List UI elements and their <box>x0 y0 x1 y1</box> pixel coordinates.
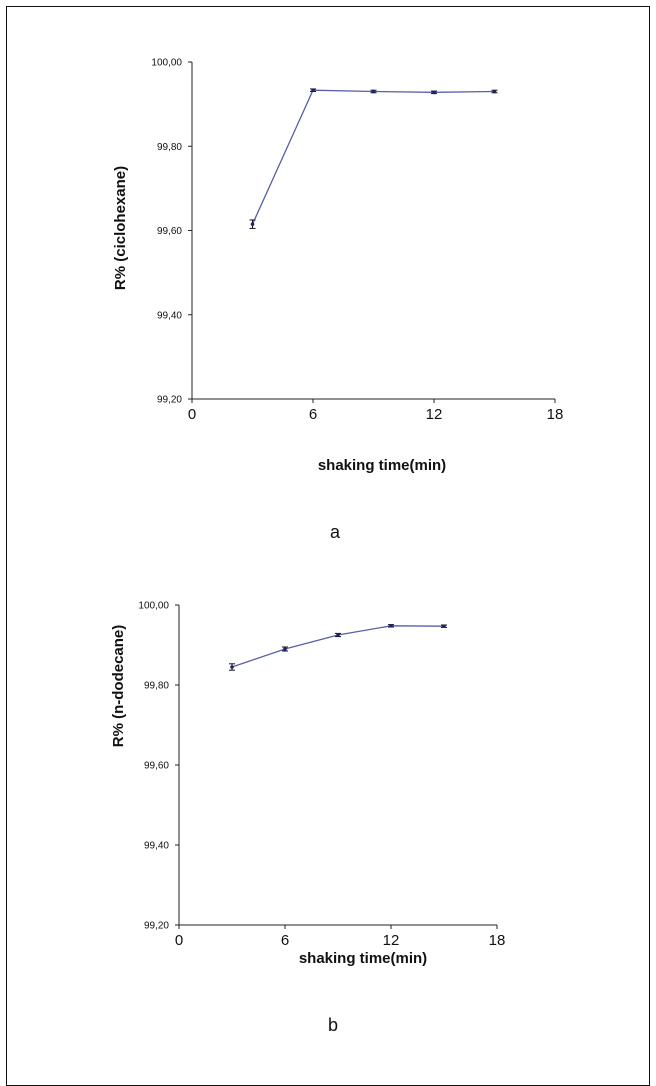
y-tick-label: 99,40 <box>144 841 169 852</box>
chart-b: 99,20 99,40 99,60 99,80 100,00 0 6 12 18 shakin… <box>110 601 505 1036</box>
x-tick-label: 18 <box>489 932 506 949</box>
data-point <box>251 222 255 226</box>
series-line <box>253 90 495 224</box>
panel-label: b <box>328 1015 338 1035</box>
x-tick-label: 6 <box>309 406 317 423</box>
data-point <box>311 88 315 92</box>
y-axis-label: R% (n-dodecane) <box>110 625 127 748</box>
y-tick-label: 99,20 <box>144 921 169 932</box>
data-point <box>230 665 234 669</box>
panel-label: a <box>330 522 341 542</box>
data-point <box>432 91 436 95</box>
x-tick-label: 0 <box>175 932 183 949</box>
x-tick-label: 12 <box>426 406 443 423</box>
data-point <box>372 90 376 94</box>
x-tick-label: 12 <box>383 932 400 949</box>
y-tick-label: 99,40 <box>157 310 182 321</box>
y-tick-label: 100,00 <box>138 601 169 612</box>
y-tick-label: 99,60 <box>144 761 169 772</box>
x-axis-label: shaking time(min) <box>299 950 427 967</box>
data-point <box>493 90 497 94</box>
chart-a: 99,20 99,40 99,60 99,80 100,00 0 6 12 18 shakin… <box>112 58 563 543</box>
x-tick-label: 0 <box>188 406 196 423</box>
x-tick-label: 18 <box>547 406 564 423</box>
data-point <box>389 624 393 628</box>
x-tick-label: 6 <box>281 932 289 949</box>
y-axis-label: R% (ciclohexane) <box>112 166 129 290</box>
y-tick-label: 99,80 <box>144 681 169 692</box>
series-line <box>232 626 444 667</box>
y-tick-label: 100,00 <box>151 58 182 69</box>
x-axis-label: shaking time(min) <box>318 457 446 474</box>
data-point <box>283 647 287 651</box>
data-point <box>442 624 446 628</box>
y-tick-label: 99,20 <box>157 395 182 406</box>
data-point <box>336 633 340 637</box>
y-tick-label: 99,60 <box>157 226 182 237</box>
y-tick-label: 99,80 <box>157 142 182 153</box>
